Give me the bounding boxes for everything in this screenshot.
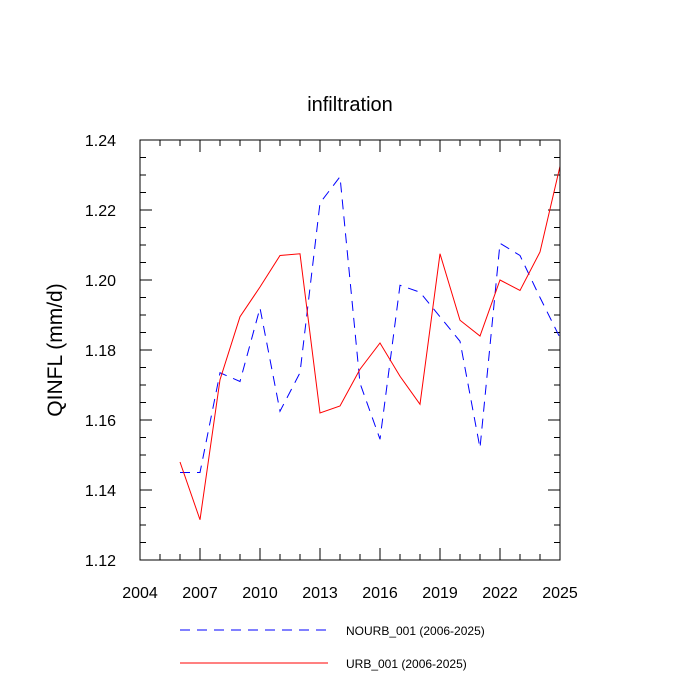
y-axis-label: QINFL (mm/d) [44,283,67,416]
x-tick-label: 2010 [242,585,278,602]
axis-tick-labels: 2004 2007 2010 2013 2016 2019 2022 2025 1.12 1.14… [85,133,578,602]
y-tick-label: 1.16 [85,413,116,430]
plot-series [179,166,561,520]
series-line [179,166,561,520]
y-tick-label: 1.24 [85,133,116,150]
legend: NOURB_001 (2006-2025) URB_001 (2006-2025) [180,624,485,671]
chart-title: infiltration [307,94,393,116]
y-tick-label: 1.22 [85,203,116,220]
x-tick-label: 2016 [362,585,398,602]
y-tick-label: 1.18 [85,343,116,360]
plot-frame [139,139,561,561]
x-tick-label: 2022 [482,585,518,602]
x-tick-label: 2004 [122,585,158,602]
x-tick-label: 2025 [542,585,578,602]
series-line [180,175,561,473]
x-tick-label: 2013 [302,585,338,602]
x-tick-label: 2019 [422,585,458,602]
legend-label: NOURB_001 (2006-2025) [346,624,485,638]
axis-ticks [139,139,561,561]
x-tick-label: 2007 [182,585,218,602]
y-tick-label: 1.20 [85,273,116,290]
y-tick-label: 1.14 [85,483,116,500]
legend-label: URB_001 (2006-2025) [346,657,467,671]
y-tick-label: 1.12 [85,553,116,570]
